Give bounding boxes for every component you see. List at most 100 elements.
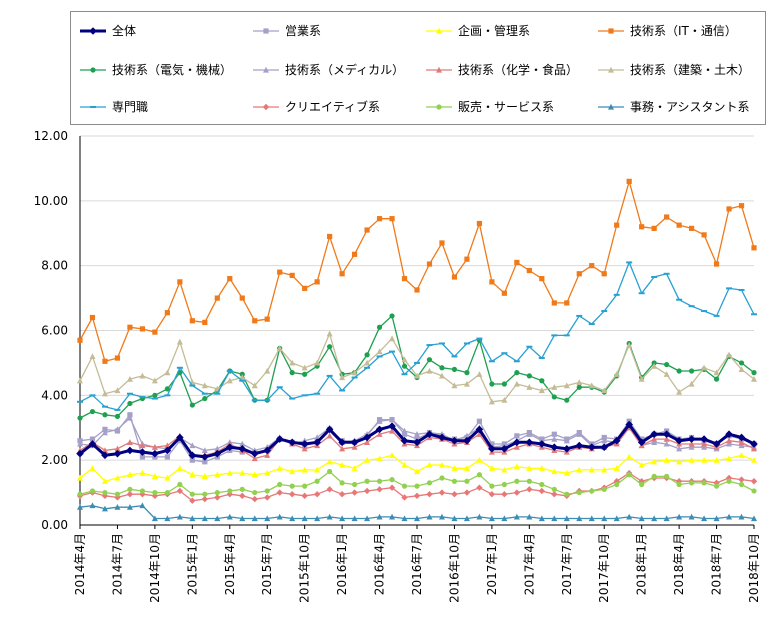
data-point [164, 454, 170, 460]
data-point [439, 240, 445, 246]
data-point [726, 513, 733, 520]
data-point [463, 380, 470, 387]
data-point [213, 449, 222, 458]
y-tick-label: 2.00 [41, 453, 68, 467]
data-point [726, 455, 733, 462]
legend-label: 企画・管理系 [458, 23, 530, 38]
data-point [376, 431, 383, 437]
data-point [400, 436, 409, 445]
data-point [476, 472, 483, 478]
data-point [113, 449, 122, 458]
data-point [289, 359, 296, 366]
data-point [252, 318, 258, 324]
data-point [288, 491, 296, 498]
data-point [189, 457, 195, 463]
legend-entry: クリエイティブ系 [253, 99, 380, 114]
data-point [501, 515, 508, 522]
legend-swatch-marker [89, 27, 97, 35]
data-point [688, 380, 695, 387]
data-point [414, 287, 420, 293]
x-tick-label: 2018年4月 [672, 533, 686, 595]
data-point [638, 515, 645, 522]
data-point [389, 513, 396, 520]
series-11 [77, 502, 757, 522]
data-point [726, 478, 732, 484]
data-point [664, 473, 670, 479]
data-point [351, 481, 358, 488]
data-point [289, 272, 295, 278]
data-point [364, 439, 371, 445]
data-point [651, 225, 657, 231]
data-point [563, 515, 570, 522]
data-point [226, 377, 233, 384]
data-point [151, 449, 159, 458]
data-point [201, 382, 208, 389]
data-point [562, 445, 571, 453]
data-point [663, 435, 670, 442]
data-point [539, 481, 545, 488]
data-point [626, 453, 633, 460]
data-point [314, 279, 320, 285]
data-point [488, 515, 495, 522]
data-point [688, 444, 695, 450]
data-point [426, 461, 433, 468]
data-point [576, 271, 582, 277]
data-point [601, 486, 607, 492]
data-point [327, 344, 333, 350]
data-point [687, 435, 696, 443]
data-point [389, 477, 395, 483]
data-point [426, 513, 433, 520]
data-point [401, 431, 408, 437]
data-point [439, 365, 445, 371]
data-point [151, 515, 158, 522]
y-tick-label: 6.00 [41, 324, 68, 338]
data-point [401, 356, 408, 363]
legend-swatch-marker [608, 28, 614, 34]
data-point [526, 373, 532, 379]
y-tick-label: 4.00 [41, 388, 68, 402]
data-point [476, 513, 483, 520]
data-point [202, 395, 208, 402]
data-point [676, 445, 683, 452]
data-point [114, 387, 121, 394]
data-point [363, 433, 371, 442]
data-point [126, 446, 134, 455]
x-tick-label: 2014年10月 [148, 533, 162, 603]
data-point [551, 435, 558, 442]
data-point [663, 456, 670, 463]
data-point [77, 377, 83, 384]
data-point [476, 456, 483, 463]
data-point [601, 387, 608, 394]
data-point [651, 439, 658, 445]
data-point [750, 478, 758, 485]
data-point [688, 440, 695, 447]
data-point [514, 370, 520, 376]
data-point [89, 314, 96, 321]
data-point [413, 492, 421, 500]
data-point [376, 455, 383, 462]
data-point [201, 453, 209, 461]
legend-swatch-marker [608, 66, 614, 73]
data-point [612, 436, 621, 445]
data-point [364, 478, 370, 484]
data-point [588, 515, 595, 522]
data-point [701, 364, 708, 371]
data-point [601, 515, 608, 522]
data-point [77, 337, 83, 343]
data-point [738, 360, 745, 366]
data-point [177, 279, 183, 285]
data-point [176, 465, 183, 471]
data-point [663, 440, 670, 447]
data-point [688, 368, 695, 374]
data-point [638, 375, 645, 382]
legend-label: クリエイティブ系 [285, 99, 380, 114]
data-point [637, 438, 646, 447]
data-point [77, 415, 83, 421]
legend-entry: 技術系（IT・通信） [598, 24, 737, 38]
data-point [77, 503, 83, 510]
data-point [364, 227, 370, 233]
data-point [114, 426, 121, 432]
data-point [89, 436, 96, 442]
data-point [488, 465, 495, 471]
data-point [151, 473, 158, 479]
